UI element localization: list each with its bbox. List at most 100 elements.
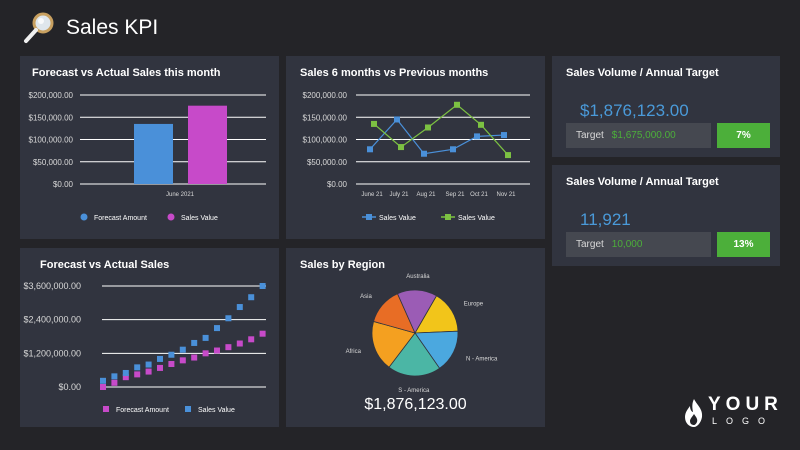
flame-icon bbox=[685, 399, 703, 427]
chart-forecast-month: $0.00 $50,000.00 $100,000.00 $150,000.00 $20… bbox=[29, 91, 266, 222]
percent-badge: 13% bbox=[717, 232, 770, 257]
magnifier-icon bbox=[24, 12, 54, 43]
y-tick-label: $2,400,000.00 bbox=[23, 315, 81, 325]
bar-forecast bbox=[134, 123, 173, 184]
data-point bbox=[505, 152, 511, 159]
x-tick-label: Aug 21 bbox=[416, 192, 436, 198]
data-point bbox=[371, 120, 377, 127]
data-point bbox=[478, 121, 484, 128]
data-point bbox=[225, 315, 232, 322]
y-tick-label: $150,000.00 bbox=[29, 113, 74, 122]
data-point bbox=[100, 384, 106, 390]
panel-title: Forecast vs Actual Sales bbox=[40, 259, 170, 271]
panel-title: Sales 6 months vs Previous months bbox=[300, 67, 489, 79]
legend-marker bbox=[103, 406, 109, 412]
legend-marker bbox=[167, 213, 175, 221]
data-point bbox=[248, 336, 255, 343]
target-box: Target $1,675,000.00 bbox=[566, 123, 711, 148]
x-tick-label: Sep 21 bbox=[445, 192, 465, 198]
data-point bbox=[134, 371, 141, 378]
data-point bbox=[236, 304, 243, 311]
panel-forecast-month: Forecast vs Actual Sales this month $0.0… bbox=[20, 56, 279, 239]
bar-sales bbox=[188, 105, 227, 184]
data-point bbox=[474, 133, 480, 140]
x-tick-label: June 2021 bbox=[166, 192, 195, 198]
y-tick-label: $150,000.00 bbox=[303, 113, 348, 122]
legend-marker bbox=[445, 214, 451, 220]
y-tick-label: $200,000.00 bbox=[29, 91, 74, 100]
y-tick-label: $1,200,000.00 bbox=[23, 348, 81, 358]
data-point bbox=[168, 351, 175, 358]
logo-word: YOUR bbox=[708, 394, 783, 415]
data-point bbox=[111, 379, 118, 386]
target-label: Target bbox=[576, 130, 604, 141]
data-point bbox=[145, 368, 152, 375]
data-point bbox=[157, 364, 163, 371]
x-tick-label: Nov 21 bbox=[496, 192, 516, 198]
brand-logo: YOUR LOGO bbox=[683, 394, 783, 432]
chart-sales-by-region: Europe N - America S - America Africa Asia Au… bbox=[346, 274, 498, 394]
panel-kpi-sales-volume-units: Sales Volume / Annual Target 11,921 Targ… bbox=[552, 165, 780, 266]
data-point bbox=[367, 146, 373, 153]
chart-forecast-cumulative: $0.00 $1,200,000.00 $2,400,000.00 $3,600,00… bbox=[23, 281, 266, 414]
y-tick-label: $0.00 bbox=[327, 180, 348, 189]
y-tick-label: $50,000.00 bbox=[307, 158, 348, 167]
pie-slice bbox=[388, 332, 441, 377]
target-value: $1,675,000.00 bbox=[611, 130, 676, 141]
legend-label: Sales Value bbox=[458, 215, 495, 222]
chart-sales-6-months: $0.00 $50,000.00 $100,000.00 $150,000.00 $20… bbox=[303, 91, 530, 222]
slice-label: Europe bbox=[464, 301, 484, 307]
data-point bbox=[501, 132, 507, 139]
data-point bbox=[122, 374, 129, 381]
data-point bbox=[394, 116, 400, 123]
slice-label: Australia bbox=[406, 274, 430, 280]
header: Sales KPI bbox=[22, 10, 158, 46]
y-tick-label: $200,000.00 bbox=[303, 91, 348, 100]
panel-forecast-cumulative: Forecast vs Actual Sales $0.00 $1,200,000… bbox=[20, 248, 279, 427]
data-point bbox=[202, 334, 209, 341]
slice-label: N - America bbox=[466, 356, 498, 362]
series-line bbox=[369, 118, 505, 155]
data-point bbox=[111, 373, 118, 380]
legend-label: Sales Value bbox=[379, 215, 416, 222]
data-point bbox=[450, 146, 456, 153]
data-point bbox=[421, 150, 427, 157]
page-title: Sales KPI bbox=[66, 16, 159, 39]
legend-marker bbox=[185, 406, 191, 412]
series-line bbox=[373, 104, 509, 156]
data-point bbox=[100, 377, 106, 384]
legend-marker bbox=[80, 213, 88, 221]
pie-slice bbox=[396, 289, 438, 334]
kpi-value: 11,921 bbox=[580, 210, 631, 229]
x-tick-label: July 21 bbox=[389, 192, 409, 198]
data-point bbox=[398, 144, 404, 151]
slice-label: S - America bbox=[398, 388, 430, 394]
y-tick-label: $0.00 bbox=[53, 180, 74, 189]
region-total-value: $1,876,123.00 bbox=[364, 396, 467, 413]
slice-label: Africa bbox=[346, 349, 362, 355]
data-point bbox=[157, 355, 163, 362]
y-tick-label: $0.00 bbox=[58, 382, 81, 392]
legend-label: Forecast Amount bbox=[94, 215, 147, 222]
data-point bbox=[179, 346, 186, 353]
data-point bbox=[259, 283, 266, 289]
data-point bbox=[191, 354, 198, 361]
legend-label: Sales Value bbox=[198, 407, 235, 414]
panel-sales-6-months: Sales 6 months vs Previous months $0.00 $… bbox=[286, 56, 545, 239]
legend-label: Forecast Amount bbox=[116, 407, 169, 414]
panel-sales-by-region: Sales by Region Europe N - America S - Ame… bbox=[286, 248, 545, 427]
y-tick-label: $3,600,000.00 bbox=[23, 281, 81, 291]
data-point bbox=[236, 340, 243, 347]
y-tick-label: $100,000.00 bbox=[29, 136, 74, 145]
panel-kpi-sales-volume: Sales Volume / Annual Target $1,876,123.… bbox=[552, 56, 780, 157]
x-tick-label: June 21 bbox=[361, 192, 383, 198]
data-point bbox=[145, 361, 152, 368]
data-point bbox=[168, 360, 175, 367]
data-point bbox=[214, 325, 220, 332]
data-point bbox=[134, 364, 141, 371]
target-value: 10,000 bbox=[611, 239, 643, 250]
y-tick-label: $100,000.00 bbox=[303, 136, 348, 145]
legend-marker bbox=[366, 214, 372, 220]
data-point bbox=[454, 101, 460, 108]
logo-sub: LOGO bbox=[712, 416, 775, 426]
